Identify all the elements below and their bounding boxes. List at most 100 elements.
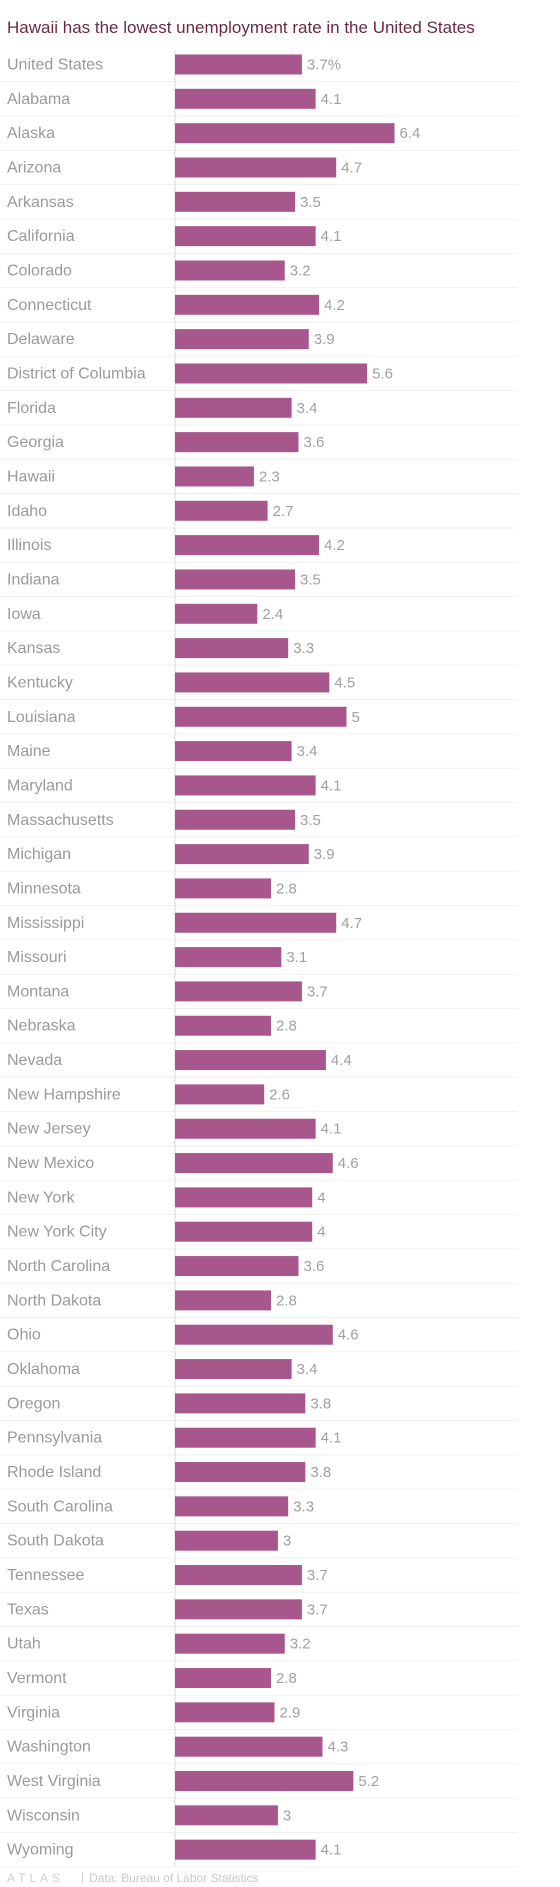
value-label: 3.7% xyxy=(307,57,341,74)
bar xyxy=(175,878,272,899)
category-label: Alaska xyxy=(7,125,55,142)
category-label: New York City xyxy=(7,1224,107,1241)
bar xyxy=(175,672,330,693)
value-label: 4.3 xyxy=(327,1739,348,1756)
value-label: 4.1 xyxy=(321,1430,342,1447)
value-label: 3.5 xyxy=(300,812,321,829)
value-label: 4.2 xyxy=(324,297,345,314)
bar xyxy=(175,1015,272,1036)
value-label: 2.8 xyxy=(276,1670,297,1687)
bar xyxy=(175,741,292,762)
category-label: South Carolina xyxy=(7,1498,113,1515)
value-label: 3 xyxy=(283,1533,291,1550)
category-label: Pennsylvania xyxy=(7,1430,102,1447)
bar xyxy=(175,1153,333,1174)
bar xyxy=(175,809,296,830)
bar xyxy=(175,844,309,865)
bar xyxy=(175,1462,306,1483)
bar xyxy=(175,191,296,212)
bar xyxy=(175,260,285,281)
bar xyxy=(175,603,258,624)
category-label: Illinois xyxy=(7,537,51,554)
value-label: 3.5 xyxy=(300,194,321,211)
category-label: Florida xyxy=(7,400,56,417)
bar xyxy=(175,1187,313,1208)
category-label: Wyoming xyxy=(7,1842,74,1859)
value-label: 2.4 xyxy=(262,606,283,623)
category-label: Georgia xyxy=(7,434,64,451)
bar xyxy=(175,123,395,144)
value-label: 3.2 xyxy=(290,262,311,279)
value-label: 3.7 xyxy=(307,983,328,1000)
value-label: 3.3 xyxy=(293,640,314,657)
category-label: Idaho xyxy=(7,503,47,520)
bar xyxy=(175,500,268,521)
category-label: New Hampshire xyxy=(7,1086,121,1103)
category-label: Massachusetts xyxy=(7,812,114,829)
category-label: Kansas xyxy=(7,640,60,657)
value-label: 4.5 xyxy=(334,674,355,691)
bar xyxy=(175,1118,316,1139)
value-label: 3.4 xyxy=(297,1361,318,1378)
value-label: 3.7 xyxy=(307,1567,328,1584)
bar xyxy=(175,88,316,109)
bar xyxy=(175,1771,354,1791)
source-note: Data: Bureau of Labor Statistics xyxy=(89,1871,259,1885)
bar xyxy=(175,226,316,247)
category-label: West Virginia xyxy=(7,1773,101,1790)
value-label: 3 xyxy=(283,1807,291,1824)
bar xyxy=(175,1736,323,1757)
category-label: Ohio xyxy=(7,1327,41,1344)
bar xyxy=(175,157,337,178)
value-label: 2.3 xyxy=(259,468,280,485)
value-label: 3.3 xyxy=(293,1498,314,1515)
bar xyxy=(175,912,337,933)
category-label: Arkansas xyxy=(7,194,74,211)
value-label: 5 xyxy=(352,709,360,726)
value-label: 2.9 xyxy=(279,1704,300,1721)
category-label: New Jersey xyxy=(7,1121,91,1138)
value-label: 3.8 xyxy=(310,1395,331,1412)
bar xyxy=(175,466,254,487)
category-label: North Carolina xyxy=(7,1258,110,1275)
value-label: 3.9 xyxy=(314,846,335,863)
value-label: 2.6 xyxy=(269,1086,290,1103)
bar xyxy=(175,775,316,796)
category-label: Michigan xyxy=(7,846,71,863)
footer: ATLAS Data: Bureau of Labor Statistics xyxy=(7,1871,259,1887)
value-label: 3.7 xyxy=(307,1601,328,1618)
category-label: Tennessee xyxy=(7,1567,84,1584)
value-label: 4.4 xyxy=(331,1052,352,1069)
category-label: Nebraska xyxy=(7,1018,76,1035)
footer-divider xyxy=(82,1872,84,1883)
category-label: Minnesota xyxy=(7,880,81,897)
value-label: 3.1 xyxy=(286,949,307,966)
bar xyxy=(175,1633,285,1654)
category-label: Connecticut xyxy=(7,297,92,314)
value-label: 4.6 xyxy=(338,1155,359,1172)
category-label: Rhode Island xyxy=(7,1464,101,1481)
value-label: 3.6 xyxy=(303,1258,324,1275)
category-label: New Mexico xyxy=(7,1155,94,1172)
value-label: 3.4 xyxy=(297,743,318,760)
value-label: 3.2 xyxy=(290,1636,311,1653)
bar xyxy=(175,1050,326,1071)
bar xyxy=(175,1805,278,1826)
value-label: 4.1 xyxy=(321,777,342,794)
bar xyxy=(175,981,302,1002)
value-label: 5.6 xyxy=(372,365,393,382)
category-label: Vermont xyxy=(7,1670,67,1687)
bar xyxy=(175,1359,292,1380)
bar xyxy=(175,569,296,590)
category-label: Utah xyxy=(7,1636,41,1653)
category-label: United States xyxy=(7,57,103,74)
bar xyxy=(175,54,302,75)
bar xyxy=(175,1324,333,1345)
value-label: 4 xyxy=(317,1224,325,1241)
chart-title: Hawaii has the lowest unemployment rate … xyxy=(7,18,475,37)
category-label: North Dakota xyxy=(7,1292,101,1309)
value-label: 4.7 xyxy=(341,159,362,176)
category-label: Hawaii xyxy=(7,468,55,485)
category-label: Nevada xyxy=(7,1052,62,1069)
